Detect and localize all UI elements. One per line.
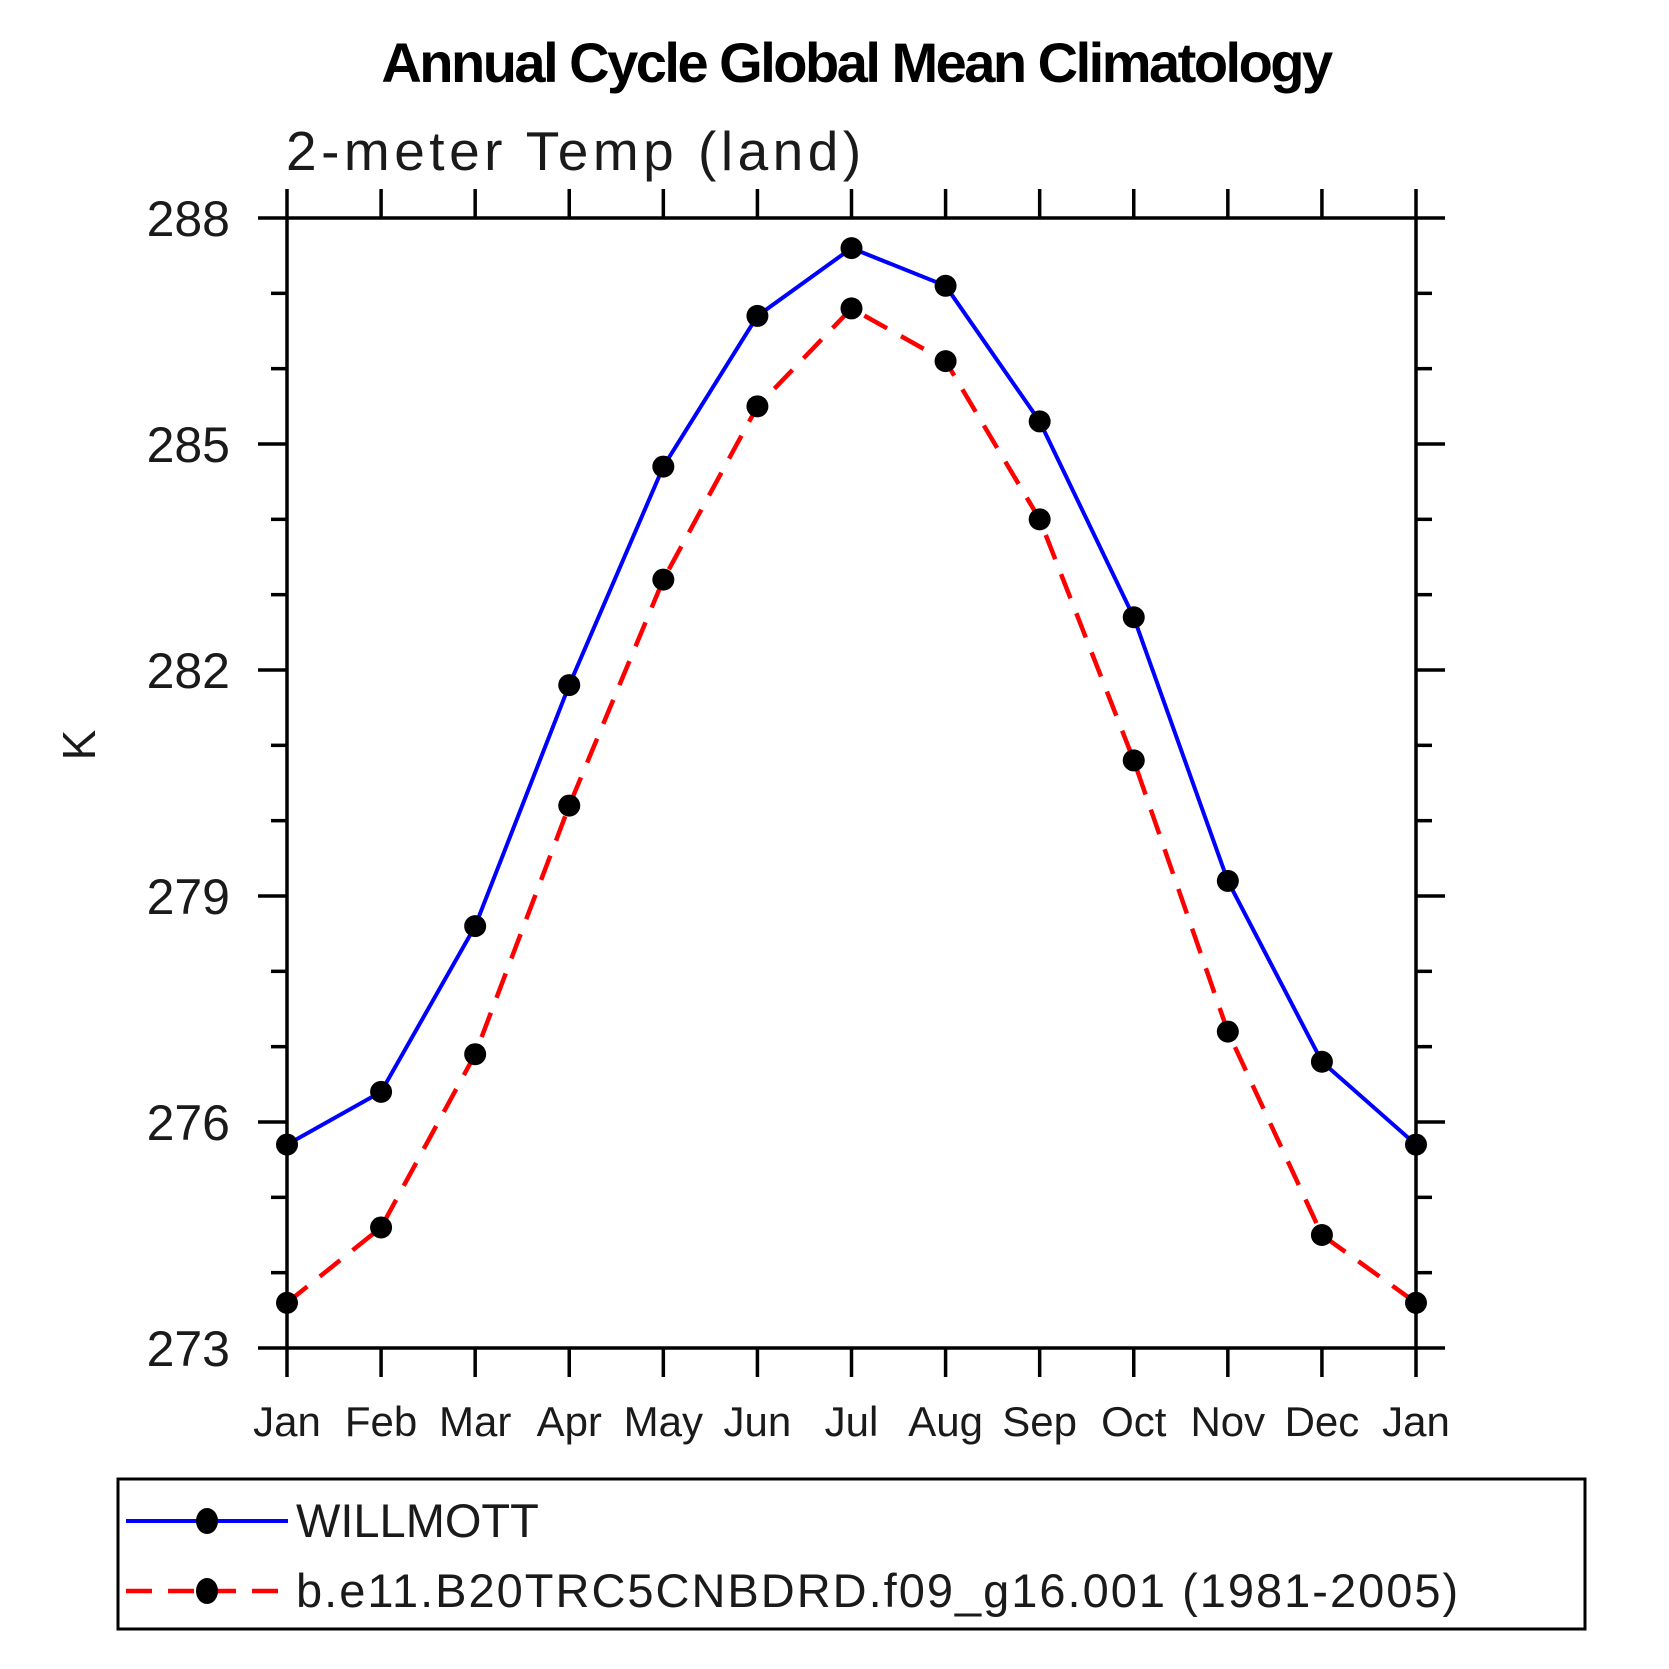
legend-box <box>116 1477 1587 1631</box>
legend-entry-model: b.e11.B20TRC5CNBDRD.f09_g16.001 (1981-20… <box>126 1564 1460 1617</box>
y-tick-label: 282 <box>147 643 230 699</box>
data-point <box>276 1133 298 1156</box>
series-line-model <box>285 306 1418 1305</box>
data-point <box>370 1080 393 1103</box>
x-tick-label: Apr <box>537 1398 602 1445</box>
data-point <box>840 297 863 320</box>
data-point <box>1310 1224 1333 1246</box>
data-point <box>558 794 581 817</box>
x-tick-label: Dec <box>1285 1398 1360 1445</box>
data-point <box>1122 606 1145 629</box>
series-line-willmott <box>286 246 1418 1147</box>
data-point <box>1028 410 1051 433</box>
y-tick-label: 273 <box>147 1321 230 1377</box>
y-tick-label: 276 <box>147 1095 230 1151</box>
x-tick-label: Jan <box>1382 1398 1450 1445</box>
x-tick-label: May <box>624 1398 703 1445</box>
legend-marker-dot <box>196 1578 218 1604</box>
legend-label-willmott: WILLMOTT <box>296 1494 539 1547</box>
data-point <box>1405 1291 1427 1314</box>
data-point <box>746 304 769 327</box>
data-point <box>464 915 487 938</box>
data-point <box>1310 1050 1333 1073</box>
legend: WILLMOTT b.e11.B20TRC5CNBDRD.f09_g16.001… <box>116 1477 1587 1631</box>
y-axis-label: K <box>53 729 105 760</box>
x-tick-label: Jun <box>724 1398 792 1445</box>
data-point <box>746 395 769 418</box>
x-tick-label: Jul <box>825 1398 879 1445</box>
plot-frame <box>285 216 1418 1350</box>
x-tick-label: Oct <box>1101 1398 1167 1445</box>
data-point <box>652 568 675 591</box>
axis-ticks: 273 276 279 282 285 288 Jan Feb Mar Apr May Jun Jul A… <box>147 189 1450 1445</box>
data-point <box>840 237 863 260</box>
data-point <box>934 350 957 373</box>
data-point <box>1405 1133 1427 1156</box>
x-tick-label: Nov <box>1190 1398 1265 1445</box>
data-point <box>652 455 675 478</box>
data-point <box>1028 508 1051 531</box>
x-tick-label: Sep <box>1002 1398 1077 1445</box>
data-point <box>934 274 957 297</box>
data-point <box>276 1291 298 1314</box>
data-point <box>1216 869 1239 892</box>
y-tick-label: 279 <box>147 869 230 925</box>
data-point <box>1122 749 1145 772</box>
y-tick-label: 288 <box>147 191 230 247</box>
legend-entry-willmott: WILLMOTT <box>126 1494 539 1547</box>
data-point <box>370 1216 393 1239</box>
x-tick-label: Aug <box>908 1398 983 1445</box>
chart-subtitle: 2-meter Temp (land) <box>286 120 866 182</box>
x-tick-label: Feb <box>345 1398 417 1445</box>
series-layer <box>276 237 1427 1314</box>
data-point <box>558 674 581 697</box>
legend-marker-dot <box>196 1508 218 1534</box>
legend-label-model: b.e11.B20TRC5CNBDRD.f09_g16.001 (1981-20… <box>296 1564 1460 1617</box>
x-tick-label: Jan <box>253 1398 321 1445</box>
page-title: Annual Cycle Global Mean Climatology <box>381 31 1333 94</box>
y-tick-label: 285 <box>147 417 230 473</box>
data-point <box>464 1043 487 1066</box>
data-point <box>1216 1020 1239 1043</box>
x-tick-label: Mar <box>439 1398 511 1445</box>
